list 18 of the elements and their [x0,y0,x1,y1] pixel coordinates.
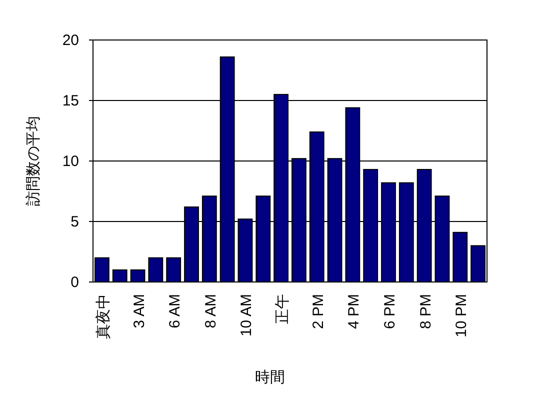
x-axis-title: 時間 [255,369,285,386]
x-tick-label: 6 AM [166,294,184,328]
x-tick-label: 4 PM [346,294,363,330]
x-tick-label: 10 AM [238,294,256,337]
x-tick-label: 真夜中 [94,294,112,339]
y-tick-label: 5 [70,214,79,230]
y-tick-label: 10 [62,153,79,170]
y-tick-label: 20 [62,32,79,49]
x-tick-label: 6 PM [382,294,398,330]
x-tick-label: 3 AM [130,294,148,328]
y-axis-title: 訪問数の平均 [25,116,42,206]
y-tick-label: 0 [70,274,79,291]
y-tick-label: 15 [62,92,79,110]
x-tick-label: 8 PM [417,294,434,330]
x-tick-label: 10 PM [453,294,470,338]
x-tick-label: 2 PM [310,294,327,330]
x-tick-label: 8 AM [202,294,220,328]
x-tick-label: 正午 [274,294,292,324]
